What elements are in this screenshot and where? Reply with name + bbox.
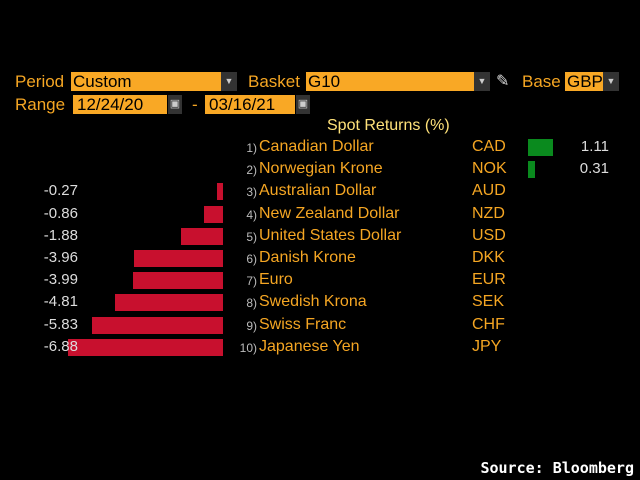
calendar-icon[interactable]: ▣: [168, 95, 182, 114]
value-label: -6.88: [43, 337, 78, 355]
bar-negative: [133, 250, 223, 267]
basket-dropdown-icon[interactable]: ▼: [474, 72, 490, 91]
currency-name: Japanese Yen: [259, 337, 360, 355]
value-label: -4.81: [43, 293, 78, 311]
rank-label: 6): [246, 252, 257, 266]
currency-code: JPY: [472, 337, 502, 355]
rank-label: 9): [246, 318, 257, 333]
rank-label: 8): [246, 296, 257, 311]
value-label: -5.83: [43, 315, 78, 333]
range-end-input[interactable]: 03/16/21: [205, 95, 295, 114]
value-label: 1.11: [580, 138, 609, 155]
pencil-icon[interactable]: ✎: [496, 73, 510, 90]
currency-name: Norwegian Krone: [259, 160, 383, 178]
value-label: 0.31: [579, 160, 609, 178]
currency-name: Swiss Franc: [259, 315, 347, 333]
currency-name: Danish Krone: [259, 249, 356, 266]
bar-positive: [528, 161, 535, 179]
rank-label: 10): [239, 340, 257, 355]
currency-code: AUD: [472, 182, 506, 200]
calendar-icon[interactable]: ▣: [296, 95, 310, 114]
bar-negative: [203, 205, 223, 223]
currency-name: United States Dollar: [259, 226, 402, 244]
range-separator: -: [192, 95, 198, 114]
currency-code: CAD: [472, 138, 506, 155]
currency-name: Australian Dollar: [259, 182, 377, 200]
rank-label: 2): [246, 163, 257, 178]
currency-name: Euro: [259, 271, 293, 289]
rank-label: 3): [246, 185, 257, 200]
range-label: Range: [15, 95, 66, 114]
bar-positive: [528, 139, 553, 156]
basket-label: Basket: [248, 72, 300, 91]
currency-code: NOK: [472, 160, 507, 178]
currency-code: CHF: [472, 315, 505, 333]
value-label: -3.99: [43, 271, 78, 289]
bar-negative: [68, 338, 223, 356]
rank-label: 5): [246, 229, 257, 244]
rank-label: 1): [246, 141, 257, 155]
currency-name: New Zealand Dollar: [259, 204, 400, 222]
currency-code: SEK: [472, 293, 505, 311]
bar-negative: [114, 294, 223, 312]
currency-code: USD: [472, 226, 506, 244]
bar-negative: [180, 227, 223, 245]
basket-select[interactable]: G10: [306, 72, 474, 91]
currency-code: DKK: [472, 249, 505, 266]
bar-negative: [91, 316, 223, 334]
value-label: -1.88: [43, 226, 78, 244]
rank-label: 7): [246, 274, 257, 289]
source-label: Source: Bloomberg: [480, 459, 634, 477]
range-start-input[interactable]: 12/24/20: [73, 95, 167, 114]
period-dropdown-icon[interactable]: ▼: [221, 72, 237, 91]
bar-negative: [216, 183, 223, 201]
base-label: Base: [522, 72, 561, 91]
currency-name: Swedish Krona: [259, 293, 367, 311]
currency-code: EUR: [472, 271, 506, 289]
base-select[interactable]: GBP: [565, 72, 603, 91]
value-label: -3.96: [43, 249, 78, 266]
period-label: Period: [15, 72, 65, 91]
base-dropdown-icon[interactable]: ▼: [603, 72, 619, 91]
rank-label: 4): [246, 207, 257, 222]
bar-negative: [133, 272, 223, 290]
chart-title: Spot Returns (%): [327, 117, 450, 134]
currency-name: Canadian Dollar: [259, 138, 374, 155]
value-label: -0.27: [43, 182, 78, 200]
currency-code: NZD: [472, 204, 505, 222]
period-select[interactable]: Custom: [71, 72, 221, 91]
value-label: -0.86: [43, 204, 78, 222]
